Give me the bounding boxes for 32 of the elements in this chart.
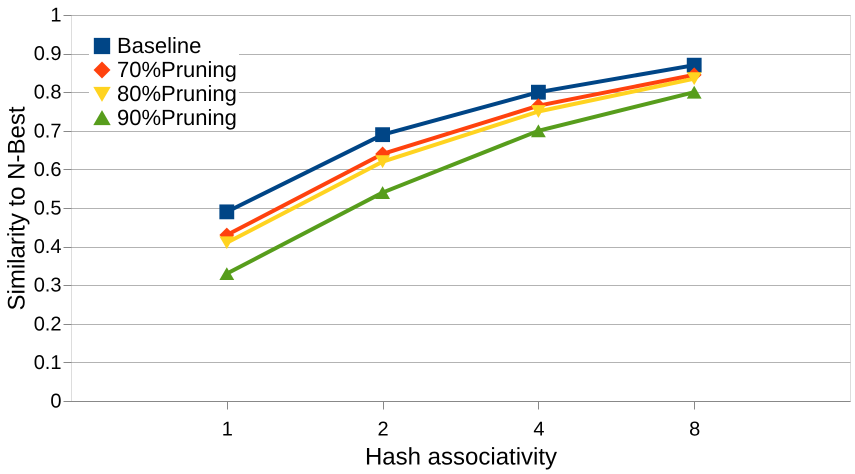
x-axis-title: Hash associativity xyxy=(364,444,558,470)
legend-label: 70%Pruning xyxy=(117,57,237,82)
y-tick-label: 0.1 xyxy=(34,352,62,374)
legend-label: 80%Pruning xyxy=(117,81,237,106)
y-tick-label: 0.2 xyxy=(34,313,62,336)
y-tick-label: 1 xyxy=(50,4,62,26)
y-axis-title: Similarity to N-Best xyxy=(4,106,31,311)
legend-label: Baseline xyxy=(117,33,202,58)
point xyxy=(686,86,702,99)
point xyxy=(219,236,234,250)
point xyxy=(375,155,390,168)
y-tick-label: 0.5 xyxy=(34,198,62,220)
y-tick-label: 0.4 xyxy=(34,236,62,258)
point xyxy=(219,204,234,220)
point xyxy=(530,105,546,118)
point xyxy=(530,84,546,100)
point xyxy=(219,267,234,280)
point xyxy=(686,72,702,86)
point xyxy=(375,186,390,199)
x-tick-label: 1 xyxy=(222,418,233,440)
x-tick-label: 4 xyxy=(533,418,544,440)
y-tick-label: 0.8 xyxy=(34,82,62,104)
y-tick-label: 0.6 xyxy=(34,158,62,181)
point xyxy=(375,127,390,142)
x-tick-label: 8 xyxy=(689,418,700,440)
legend-label: 90%Pruning xyxy=(117,105,237,130)
x-tick-label: 2 xyxy=(378,418,389,440)
y-tick-label: 0.9 xyxy=(34,43,62,66)
y-tick-label: 0 xyxy=(50,390,62,412)
y-tick-label: 0.3 xyxy=(34,274,62,297)
point xyxy=(530,124,546,138)
y-tick-label: 0.7 xyxy=(34,120,62,142)
